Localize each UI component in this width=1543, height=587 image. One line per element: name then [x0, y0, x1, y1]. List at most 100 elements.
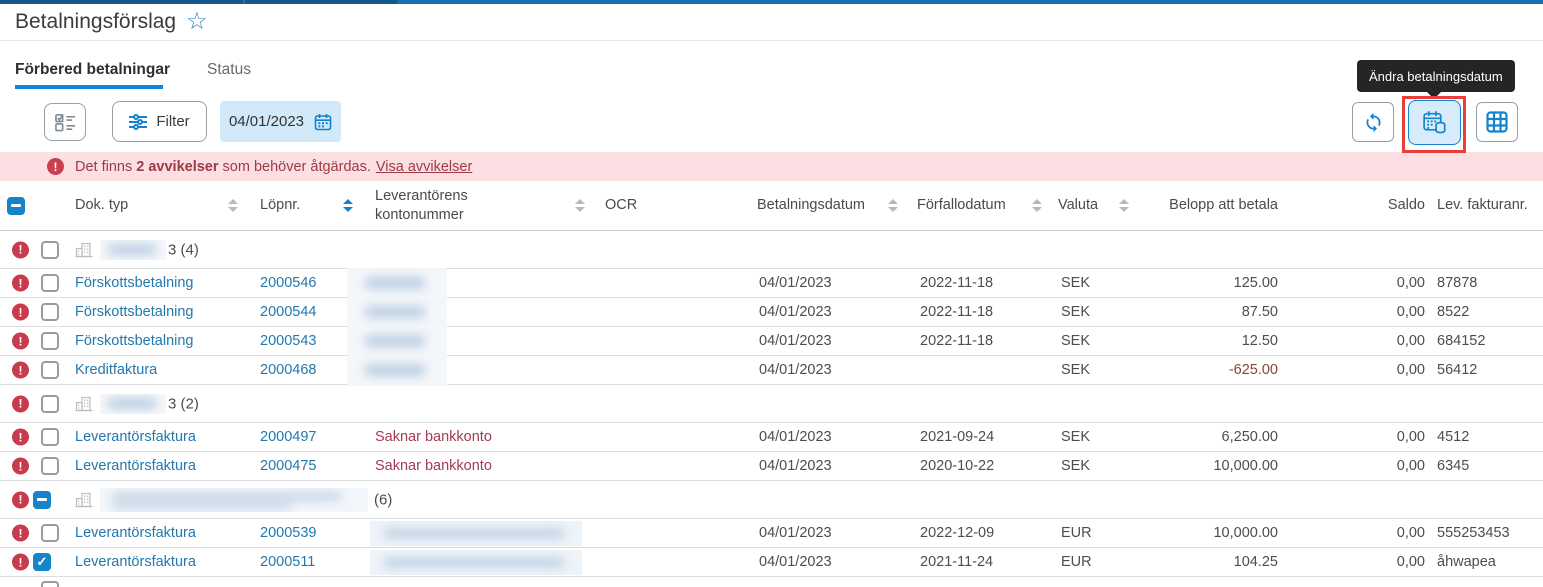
- column-settings-button[interactable]: [1476, 102, 1518, 142]
- payment-date-cell: 04/01/2023: [759, 304, 832, 320]
- row-checkbox[interactable]: [41, 274, 59, 292]
- redacted-account: [347, 268, 447, 299]
- table-row[interactable]: ! Förskottsbetalning 2000546 04/01/2023 …: [0, 268, 1543, 299]
- amount-to-pay-cell: 87.50: [1241, 304, 1278, 320]
- supplier-invoice-no-cell: 555253453: [1437, 525, 1510, 541]
- table-row[interactable]: ! Leverantörsfaktura 2000475 Saknar bank…: [0, 452, 1543, 481]
- sort-icon[interactable]: [1119, 199, 1129, 212]
- sort-icon[interactable]: [575, 199, 585, 212]
- sort-icon[interactable]: [1032, 199, 1042, 212]
- row-checkbox[interactable]: [41, 457, 59, 475]
- table-row[interactable]: ! Leverantörsfaktura 2000539 04/01/2023 …: [0, 519, 1543, 548]
- row-checkbox[interactable]: [41, 332, 59, 350]
- doc-type-link[interactable]: Leverantörsfaktura: [75, 554, 196, 570]
- table-row[interactable]: ! Leverantörsfaktura 2000497 Saknar bank…: [0, 423, 1543, 452]
- payment-date-cell: 04/01/2023: [759, 429, 832, 445]
- title-bar: Betalningsförslag ☆: [0, 4, 1543, 41]
- error-icon: !: [12, 332, 29, 350]
- col-doc-type[interactable]: Dok. typ: [75, 197, 129, 214]
- tab-status[interactable]: Status: [207, 61, 251, 78]
- col-saldo[interactable]: Saldo: [1387, 197, 1425, 214]
- doc-type-link[interactable]: Förskottsbetalning: [75, 275, 194, 291]
- calendar-coins-icon: [1421, 109, 1448, 136]
- toolbar: Filter 04/01/2023: [0, 89, 1543, 152]
- redacted-supplier-name: [100, 240, 166, 260]
- lopnr-link[interactable]: 2000468: [260, 362, 317, 378]
- table-row[interactable]: ! Kreditfaktura 2000468 04/01/2023 SEK -…: [0, 355, 1543, 386]
- lopnr-link[interactable]: 2000546: [260, 275, 317, 291]
- col-payment-date[interactable]: Betalningsdatum: [757, 197, 866, 214]
- lopnr-link[interactable]: 2000475: [260, 458, 317, 474]
- doc-type-link[interactable]: Kreditfaktura: [75, 362, 158, 378]
- lopnr-link[interactable]: 2000497: [260, 429, 317, 445]
- group-label: 3 (4): [168, 241, 199, 258]
- lopnr-link[interactable]: 2000511: [260, 554, 316, 570]
- col-supplier-account[interactable]: Leverantörens kontonummer: [375, 188, 468, 223]
- sort-icon-active[interactable]: [343, 199, 353, 212]
- payment-date-cell: 04/01/2023: [759, 554, 832, 570]
- payment-date-cell: 04/01/2023: [759, 458, 832, 474]
- group-row[interactable]: ! (6): [0, 481, 1543, 519]
- checkbox-list-icon: [54, 112, 76, 132]
- group-checkbox[interactable]: [41, 394, 59, 413]
- row-checkbox[interactable]: [41, 581, 59, 587]
- error-icon: !: [12, 553, 29, 571]
- col-supplier-invoice-no[interactable]: Lev. fakturanr.: [1437, 197, 1528, 214]
- group-row[interactable]: ! 3 (2): [0, 385, 1543, 423]
- col-amount-to-pay[interactable]: Belopp att betala: [1169, 197, 1278, 214]
- sort-icon[interactable]: [228, 199, 238, 212]
- error-icon: !: [47, 158, 64, 175]
- table-row[interactable]: ! Leverantörsfaktura 2000511 04/01/2023 …: [0, 548, 1543, 577]
- col-currency[interactable]: Valuta: [1058, 197, 1099, 214]
- show-deviations-link[interactable]: Visa avvikelser: [375, 158, 473, 175]
- refresh-button[interactable]: [1352, 102, 1394, 142]
- error-icon: !: [12, 491, 29, 508]
- filter-button[interactable]: Filter: [112, 101, 207, 142]
- doc-type-link[interactable]: Förskottsbetalning: [75, 333, 194, 349]
- doc-type-link[interactable]: Leverantörsfaktura: [75, 525, 196, 541]
- due-date-cell: 2021-09-24: [920, 429, 995, 445]
- row-checkbox[interactable]: [41, 428, 59, 446]
- col-lopnr[interactable]: Löpnr.: [260, 197, 301, 214]
- lopnr-link[interactable]: 2000543: [260, 333, 317, 349]
- change-payment-date-button[interactable]: [1408, 100, 1461, 145]
- row-checkbox[interactable]: [41, 361, 59, 379]
- saldo-cell: 0,00: [1396, 458, 1425, 474]
- redacted-supplier-name: [100, 488, 368, 512]
- row-checkbox[interactable]: [41, 303, 59, 321]
- sort-icon[interactable]: [888, 199, 898, 212]
- tab-prepare-payments[interactable]: Förbered betalningar: [15, 61, 171, 78]
- favorite-star-icon[interactable]: ☆: [186, 8, 208, 35]
- saldo-cell: 0,00: [1396, 304, 1425, 320]
- doc-type-link[interactable]: Leverantörsfaktura: [75, 458, 196, 474]
- error-icon: !: [12, 395, 29, 412]
- group-row[interactable]: ! 3 (4): [0, 231, 1543, 269]
- row-checkbox[interactable]: [33, 553, 51, 571]
- payment-date-field[interactable]: 04/01/2023: [220, 101, 341, 142]
- currency-cell: EUR: [1061, 525, 1092, 541]
- doc-type-link[interactable]: Förskottsbetalning: [75, 304, 194, 320]
- redacted-account: [370, 521, 582, 546]
- multi-select-button[interactable]: [44, 103, 86, 141]
- deviation-alert-bar: ! Det finns 2 avvikelser som behöver åtg…: [0, 152, 1543, 181]
- saldo-cell: 0,00: [1396, 554, 1425, 570]
- select-all-checkbox[interactable]: [7, 196, 25, 215]
- active-tab-underline: [15, 85, 163, 89]
- group-checkbox[interactable]: [41, 240, 59, 259]
- doc-type-link[interactable]: Leverantörsfaktura: [75, 429, 196, 445]
- lopnr-link[interactable]: 2000544: [260, 304, 317, 320]
- row-checkbox[interactable]: [41, 524, 59, 542]
- payment-date-cell: 04/01/2023: [759, 333, 832, 349]
- saldo-cell: 0,00: [1396, 333, 1425, 349]
- col-due-date[interactable]: Förfallodatum: [917, 197, 1006, 214]
- lopnr-link[interactable]: 2000539: [260, 525, 317, 541]
- table-header-row: Dok. typ Löpnr. Leverantörens kontonumme…: [0, 181, 1543, 231]
- table-row[interactable]: ! Förskottsbetalning 2000544 04/01/2023 …: [0, 297, 1543, 328]
- grid-icon: [1486, 111, 1508, 133]
- error-icon: !: [12, 303, 29, 321]
- group-checkbox[interactable]: [33, 490, 51, 509]
- refresh-icon: [1363, 112, 1384, 133]
- col-ocr[interactable]: OCR: [605, 197, 638, 214]
- table-row[interactable]: ! Förskottsbetalning 2000543 04/01/2023 …: [0, 326, 1543, 357]
- currency-cell: SEK: [1061, 429, 1091, 445]
